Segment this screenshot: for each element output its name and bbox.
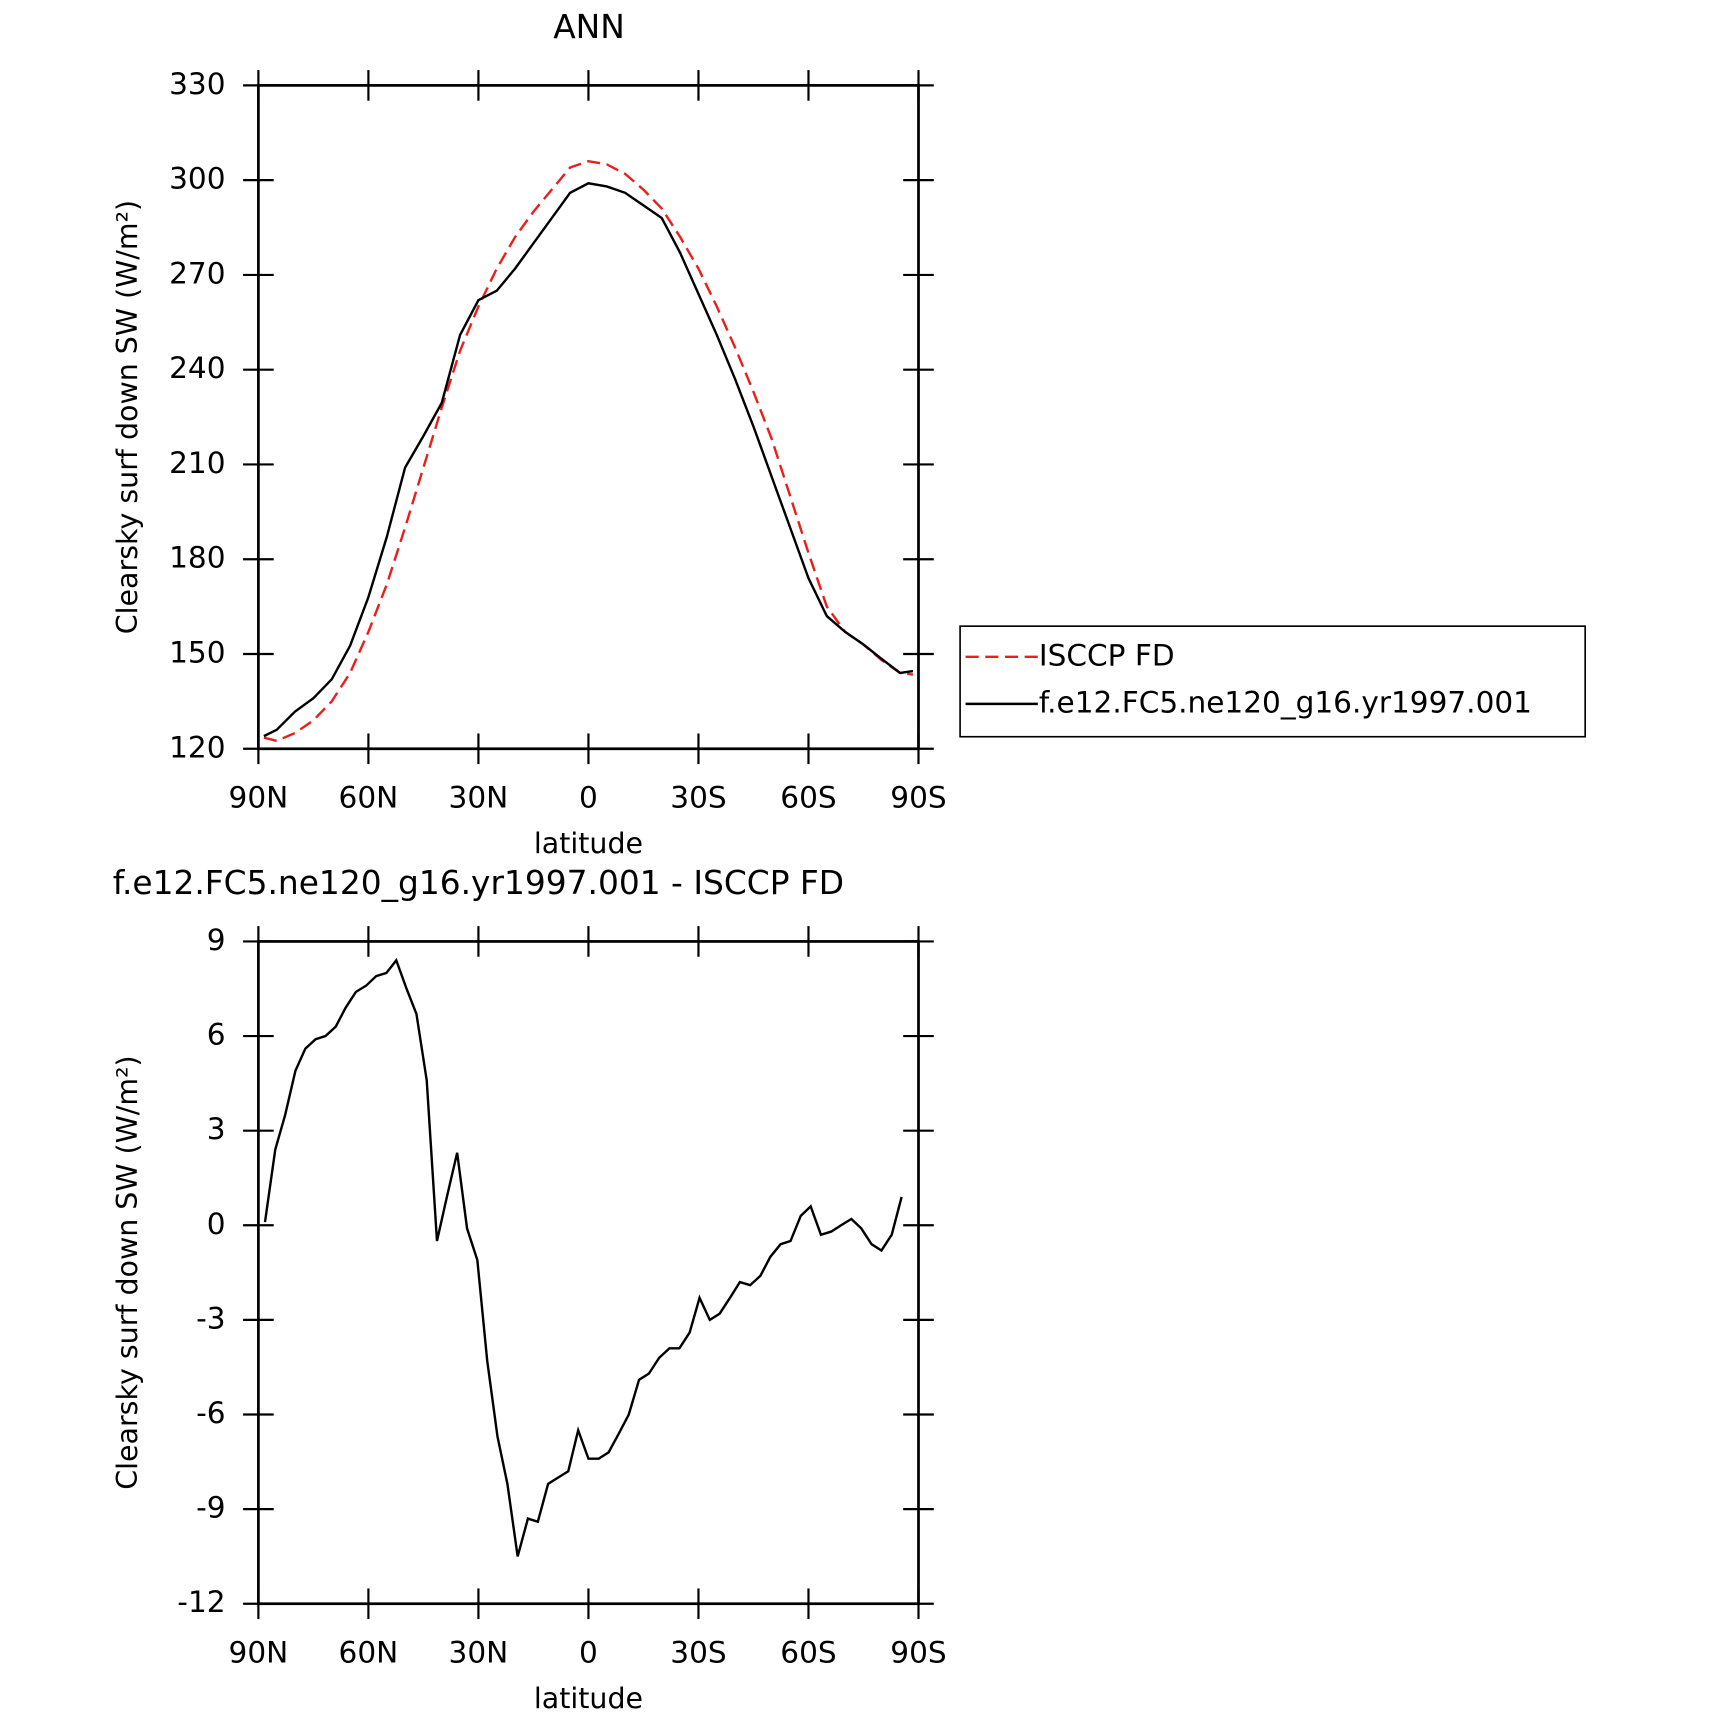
legend-label: ISCCP FD bbox=[1039, 638, 1175, 672]
x-tick-label: 0 bbox=[579, 781, 598, 815]
y-tick-label: 150 bbox=[169, 636, 225, 670]
y-tick-label: 180 bbox=[169, 541, 225, 575]
chart-title: f.e12.FC5.ne120_g16.yr1997.001 - ISCCP F… bbox=[113, 864, 844, 902]
y-tick-label: 9 bbox=[207, 923, 226, 957]
y-tick-label: 240 bbox=[169, 351, 225, 385]
data-line bbox=[263, 957, 903, 1557]
y-tick-label: 3 bbox=[207, 1112, 226, 1146]
chart-title: ANN bbox=[553, 8, 625, 46]
y-axis-label: Clearsky surf down SW (W/m²) bbox=[111, 1055, 144, 1489]
x-tick-label: 90N bbox=[229, 1636, 289, 1670]
y-tick-label: 210 bbox=[169, 446, 225, 480]
x-tick-label: 90S bbox=[890, 1636, 946, 1670]
y-tick-label: 300 bbox=[169, 162, 225, 196]
x-axis-label: latitude bbox=[534, 827, 643, 860]
legend-label: f.e12.FC5.ne120_g16.yr1997.001 bbox=[1039, 685, 1532, 719]
y-axis-label: Clearsky surf down SW (W/m²) bbox=[111, 200, 144, 634]
y-tick-label: 330 bbox=[169, 67, 225, 101]
x-tick-label: 30S bbox=[670, 1636, 726, 1670]
y-tick-label: 270 bbox=[169, 256, 225, 290]
x-axis-label: latitude bbox=[534, 1682, 643, 1715]
x-tick-label: 90N bbox=[229, 781, 289, 815]
x-tick-label: 60N bbox=[339, 781, 399, 815]
y-tick-label: -9 bbox=[196, 1491, 225, 1525]
plot-frame bbox=[257, 940, 920, 1606]
y-tick-label: -3 bbox=[196, 1301, 225, 1335]
y-tick-label: 6 bbox=[207, 1018, 226, 1052]
x-tick-label: 60S bbox=[780, 781, 836, 815]
y-tick-label: 0 bbox=[207, 1207, 226, 1241]
x-tick-label: 30N bbox=[449, 781, 509, 815]
legend-box bbox=[959, 625, 1586, 738]
y-tick-label: -12 bbox=[177, 1585, 225, 1619]
data-line bbox=[263, 182, 914, 738]
x-tick-label: 90S bbox=[890, 781, 946, 815]
x-tick-label: 0 bbox=[579, 1636, 598, 1670]
y-tick-label: -6 bbox=[196, 1396, 225, 1430]
y-tick-label: 120 bbox=[169, 730, 225, 764]
x-tick-label: 60N bbox=[339, 1636, 399, 1670]
x-tick-label: 30N bbox=[449, 1636, 509, 1670]
x-tick-label: 30S bbox=[670, 781, 726, 815]
plot-frame bbox=[257, 84, 920, 751]
x-tick-label: 60S bbox=[780, 1636, 836, 1670]
data-line bbox=[263, 159, 914, 743]
